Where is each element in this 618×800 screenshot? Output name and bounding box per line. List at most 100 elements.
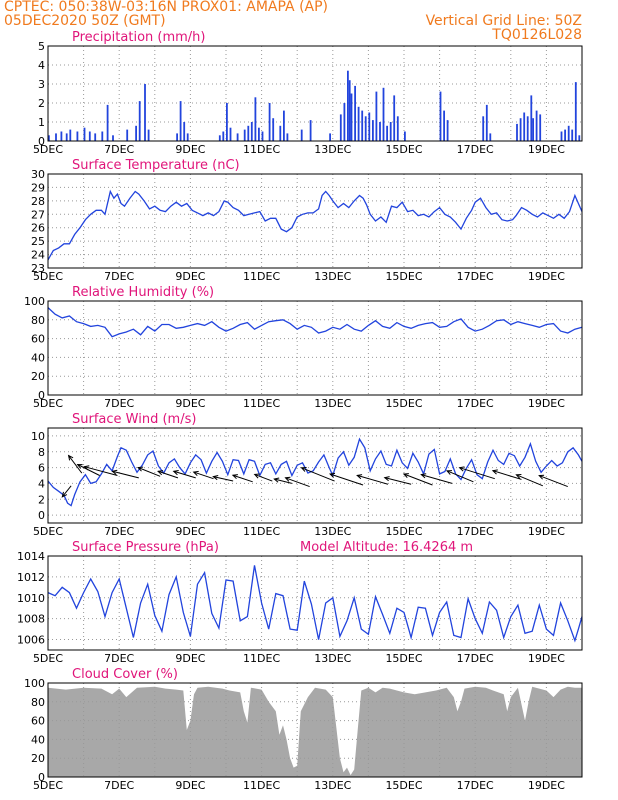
grid-line-note: Vertical Grid Line: 50Z (425, 13, 582, 29)
temp-title: Surface Temperature (nC) (72, 158, 240, 173)
x-tick-label: 9DEC (175, 270, 205, 283)
wind-series-line (47, 437, 583, 507)
x-tick-label: 5DEC (33, 525, 63, 538)
wind-vector-head (83, 465, 90, 471)
precip-bar (309, 120, 312, 141)
precip-bar (176, 133, 178, 141)
precip-bar (101, 131, 104, 141)
wind-vector (254, 473, 273, 482)
precip-bar (516, 123, 518, 141)
y-tick-label: 6 (38, 462, 45, 475)
rh-series-line (47, 307, 583, 338)
precip-title: Precipitation (mm/h) (72, 30, 205, 45)
precip-bar (88, 131, 91, 141)
x-tick-label: 5DEC (33, 779, 63, 792)
wind-panel: 5DEC 7DEC 9DEC 11DEC 13DEC 15DEC 17DEC 19DEC 0 2 4… (31, 412, 583, 538)
precip-bar (396, 116, 399, 141)
y-tick-label: 2 (38, 97, 45, 110)
y-tick-label: 40 (31, 351, 45, 364)
wind-vector-head (157, 470, 164, 476)
precip-bar (357, 106, 360, 141)
wind-vector-head (402, 473, 409, 478)
model-altitude-label: Model Altitude: 16.4264 m (300, 540, 473, 555)
y-tick-label: 1010 (17, 592, 45, 605)
pressure-series-line (47, 565, 583, 643)
precip-bar (348, 80, 351, 141)
wind-vector (157, 470, 179, 479)
precip-bar (578, 135, 581, 141)
precip-bar (60, 131, 63, 141)
wind-vector-head (383, 476, 390, 482)
x-tick-label: 7DEC (104, 143, 134, 156)
precip-bar (519, 118, 522, 141)
wind-vector-head (253, 473, 260, 479)
x-tick-label: 7DEC (104, 270, 134, 283)
wind-title: Surface Wind (m/s) (72, 412, 196, 427)
x-tick-label: 19DEC (528, 652, 565, 665)
wind-frame (47, 427, 583, 524)
wind-vector (301, 467, 335, 482)
precip-bar (361, 110, 364, 141)
precip-bar (243, 129, 246, 141)
precip-bar (530, 95, 533, 141)
precip-bar (261, 131, 264, 141)
x-tick-label: 11DEC (243, 397, 280, 410)
precip-bar (144, 84, 146, 141)
x-tick-label: 15DEC (385, 397, 422, 410)
precip-bar (382, 87, 385, 141)
x-tick-label: 9DEC (175, 397, 205, 410)
pressure-frame (47, 555, 583, 651)
wind-vector (77, 464, 100, 476)
y-tick-label: 26 (31, 222, 45, 235)
wind-vector (403, 473, 433, 486)
precip-bar (443, 110, 445, 141)
precip-bar (439, 91, 442, 141)
y-tick-label: 20 (31, 370, 45, 383)
wind-vector-head (61, 491, 68, 498)
station-header: CPTEC: 050:38W-03:16N PROX01: AMAPA (AP) (4, 0, 329, 15)
run-id: TQ0126L028 (492, 27, 582, 43)
y-tick-label: 8 (38, 446, 45, 459)
precip-bar (375, 91, 378, 141)
x-tick-label: 11DEC (243, 270, 280, 283)
run-date-header: 05DEC2020 50Z (GMT) (4, 13, 166, 29)
y-tick-label: 0 (38, 509, 45, 522)
x-tick-label: 9DEC (175, 525, 205, 538)
x-tick-label: 5DEC (33, 397, 63, 410)
wind-vector-head (420, 473, 427, 479)
precip-bar (186, 133, 189, 141)
precip-bar (535, 110, 538, 141)
wind-vector (137, 467, 161, 477)
wind-vector (84, 466, 118, 476)
precip-bar (485, 104, 488, 141)
wind-vector (232, 474, 253, 483)
precip-bar (135, 125, 137, 141)
precip-bar (343, 103, 346, 141)
wind-vector-head (137, 466, 144, 472)
x-tick-label: 7DEC (104, 397, 134, 410)
precip-panel: 5DEC 7DEC 9DEC 11DEC 13DEC 15DEC 17DEC 19DEC 0 1 2… (33, 30, 583, 156)
precip-bar (329, 133, 331, 141)
wind-vector (329, 473, 364, 486)
precip-frame (47, 45, 583, 142)
precip-bar (236, 133, 239, 141)
precip-bar (218, 135, 221, 141)
wind-vector (538, 475, 568, 488)
precip-bar (539, 114, 542, 141)
cloud-cover-area (48, 686, 582, 777)
y-tick-label: 1012 (17, 571, 45, 584)
precip-bar (250, 122, 253, 141)
wind-vector-head (329, 472, 336, 478)
x-tick-label: 15DEC (385, 779, 422, 792)
y-tick-label: 28 (31, 195, 45, 208)
y-tick-label: 2 (38, 493, 45, 506)
wind-vector (173, 470, 196, 479)
wind-vector (459, 467, 495, 480)
precip-bar (354, 85, 356, 141)
precip-bar (364, 116, 367, 141)
y-tick-label: 0 (38, 389, 45, 402)
x-tick-label: 19DEC (528, 270, 565, 283)
precip-bar (574, 82, 577, 141)
x-tick-label: 17DEC (457, 143, 494, 156)
x-tick-label: 9DEC (175, 143, 205, 156)
